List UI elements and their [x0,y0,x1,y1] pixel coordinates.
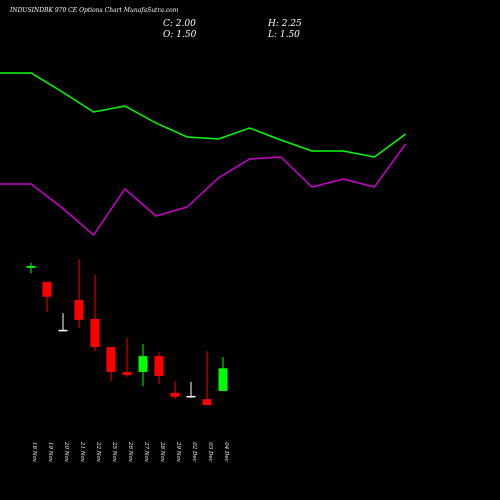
x-tick-label: 25 Nov [111,441,117,463]
line [0,143,407,237]
x-tick-label: 02 Dec [191,442,197,462]
candle-body [74,299,84,320]
candle-body [202,399,212,405]
ohlc-high: H: 2.25 [267,19,302,29]
candle-body [154,356,164,377]
x-tick-label: 22 Nov [95,441,101,463]
candle-body [26,265,36,268]
x-tick-label: 03 Dec [207,442,213,462]
ohlc-close: C: 2.00 [163,19,196,29]
candle-body [170,392,180,397]
x-tick-label: 19 Nov [47,442,53,463]
candle-body [42,281,52,297]
chart-title: INDUSINDBK 970 CE Options Chart MunafaSu… [9,7,179,14]
candle-body [138,356,148,372]
x-tick-label: 20 Nov [63,441,69,463]
x-tick-label: 27 Nov [143,441,149,463]
candle-body [218,368,228,391]
candle-body [58,329,68,332]
ohlc-open: O: 1.50 [163,30,197,40]
x-tick-label: 26 Nov [127,441,133,463]
x-tick-label: 21 Nov [79,441,85,463]
ohlc-low: L: 1.50 [267,30,300,40]
x-tick-label: 29 Nov [175,441,181,463]
candle-body [106,347,116,372]
x-tick-label: 18 Nov [31,442,37,463]
x-tick-label: 28 Nov [159,441,165,463]
line [0,72,407,158]
candle-body [122,371,132,376]
candle-body [90,318,100,348]
candle-body [186,395,196,398]
x-tick-label: 04 Dec [223,442,229,462]
